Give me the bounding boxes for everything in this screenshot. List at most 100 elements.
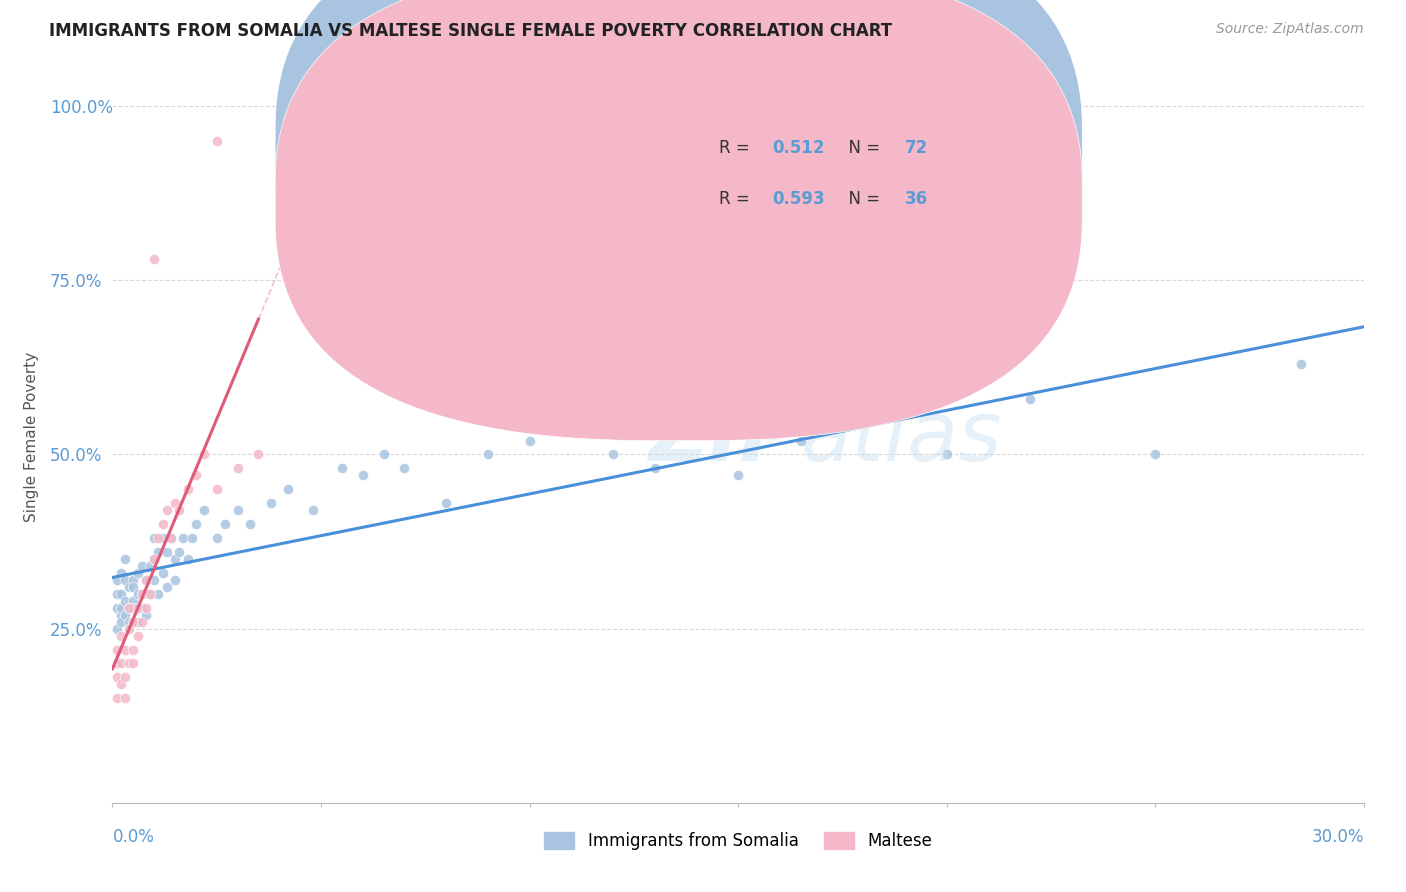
Point [852, 412, 875, 426]
Point [131, 587, 153, 601]
Point [172, 531, 194, 545]
Point [122, 594, 145, 608]
Point [519, 434, 541, 448]
Point [602, 448, 624, 462]
Point [148, 587, 170, 601]
Point [110, 629, 132, 643]
Point [110, 677, 132, 691]
Point [118, 580, 141, 594]
Point [152, 517, 174, 532]
FancyBboxPatch shape [276, 0, 1083, 386]
Point [135, 573, 157, 587]
Point [1019, 392, 1042, 406]
Text: atlas: atlas [801, 397, 1002, 477]
Point [644, 461, 666, 475]
Point [122, 573, 145, 587]
Point [184, 468, 207, 483]
Point [143, 573, 166, 587]
Text: 36: 36 [904, 190, 928, 209]
Point [127, 629, 149, 643]
Text: 0.512: 0.512 [772, 139, 824, 157]
Point [167, 503, 190, 517]
Point [193, 448, 215, 462]
Point [148, 545, 170, 559]
Point [131, 615, 153, 629]
Point [118, 600, 141, 615]
Point [156, 503, 179, 517]
Point [394, 461, 416, 475]
Point [373, 448, 395, 462]
Point [139, 587, 162, 601]
Point [114, 594, 136, 608]
Point [205, 483, 228, 497]
Point [122, 600, 145, 615]
Point [143, 552, 166, 566]
Point [122, 615, 145, 629]
Text: N =: N = [838, 190, 886, 209]
Point [131, 587, 153, 601]
Point [685, 426, 707, 441]
Point [139, 587, 162, 601]
Point [205, 531, 228, 545]
Point [118, 622, 141, 636]
Point [139, 558, 162, 573]
Text: 0.593: 0.593 [772, 190, 824, 209]
Point [160, 531, 183, 545]
Point [118, 615, 141, 629]
Point [105, 670, 128, 684]
Point [156, 580, 179, 594]
Point [131, 558, 153, 573]
Point [114, 573, 136, 587]
Point [143, 252, 166, 267]
Point [105, 622, 128, 636]
Point [122, 642, 145, 657]
Point [114, 552, 136, 566]
Point [160, 531, 183, 545]
Text: N =: N = [838, 139, 886, 157]
Point [114, 691, 136, 706]
FancyBboxPatch shape [626, 126, 950, 240]
Point [127, 566, 149, 580]
Text: R =: R = [720, 139, 755, 157]
Text: 72: 72 [904, 139, 928, 157]
Point [105, 642, 128, 657]
Point [790, 434, 813, 448]
Point [110, 587, 132, 601]
Point [135, 573, 157, 587]
Point [277, 483, 299, 497]
Point [148, 531, 170, 545]
Point [122, 657, 145, 671]
Point [118, 657, 141, 671]
Text: ZIP: ZIP [648, 397, 801, 477]
Point [214, 517, 236, 532]
FancyBboxPatch shape [276, 0, 1083, 441]
Point [105, 587, 128, 601]
Point [180, 531, 202, 545]
Point [477, 448, 499, 462]
Point [163, 552, 186, 566]
Point [127, 615, 149, 629]
Point [152, 566, 174, 580]
Point [247, 448, 270, 462]
Point [105, 600, 128, 615]
Point [114, 642, 136, 657]
Legend: Immigrants from Somalia, Maltese: Immigrants from Somalia, Maltese [537, 825, 939, 856]
Point [110, 615, 132, 629]
Point [176, 552, 198, 566]
Point [110, 600, 132, 615]
Point [727, 468, 749, 483]
Point [122, 580, 145, 594]
Point [167, 545, 190, 559]
Point [143, 531, 166, 545]
Point [105, 573, 128, 587]
Point [131, 600, 153, 615]
Point [114, 607, 136, 622]
Point [193, 503, 215, 517]
Text: Source: ZipAtlas.com: Source: ZipAtlas.com [1216, 22, 1364, 37]
Y-axis label: Single Female Poverty: Single Female Poverty [24, 352, 39, 522]
Point [114, 670, 136, 684]
Point [330, 461, 353, 475]
Point [110, 607, 132, 622]
Point [135, 600, 157, 615]
Point [260, 496, 283, 510]
